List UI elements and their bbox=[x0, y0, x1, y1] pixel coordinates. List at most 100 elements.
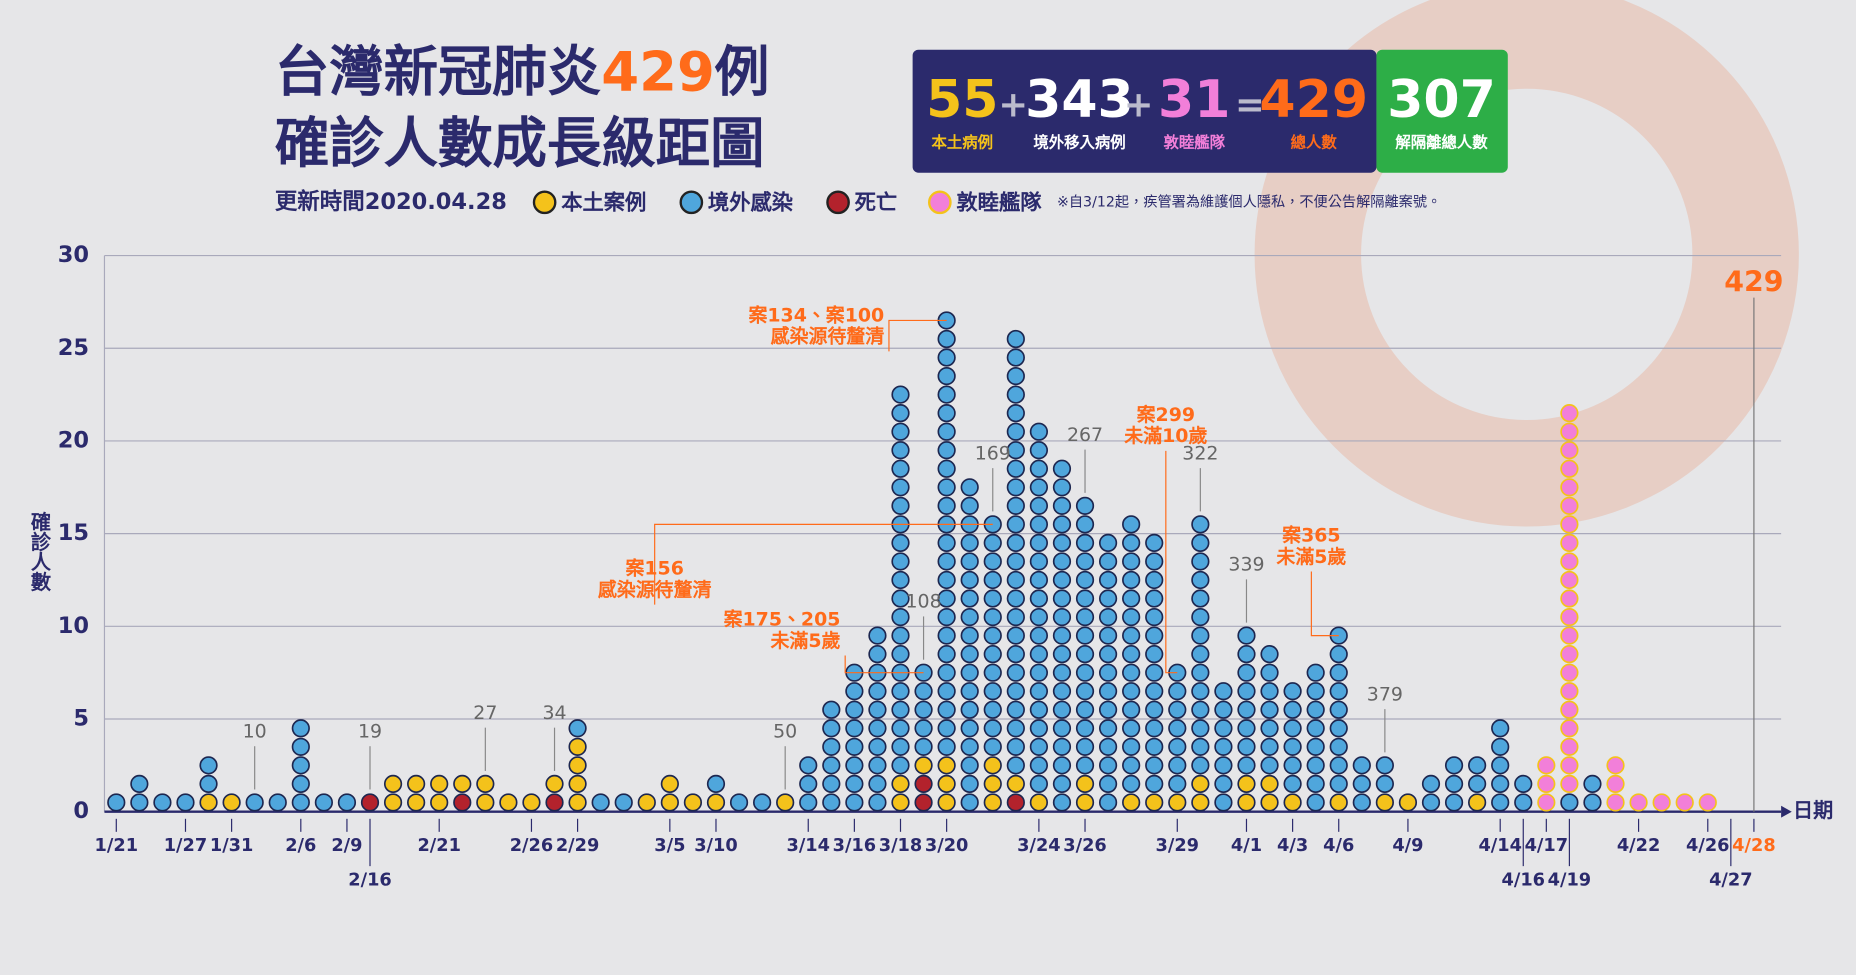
dot-segment bbox=[1168, 793, 1187, 812]
case-dot bbox=[891, 478, 910, 497]
case-dot bbox=[983, 589, 1002, 608]
case-dot bbox=[960, 589, 979, 608]
case-dot bbox=[937, 682, 956, 701]
x-tick-label: 3/18 bbox=[879, 836, 923, 856]
case-dot bbox=[1560, 645, 1579, 664]
case-dot bbox=[407, 793, 426, 812]
case-dot bbox=[1491, 793, 1510, 812]
case-dot bbox=[591, 793, 610, 812]
case-dot bbox=[1191, 756, 1210, 775]
case-dot bbox=[937, 607, 956, 627]
case-dot bbox=[1237, 700, 1256, 719]
dot-segment bbox=[1191, 774, 1210, 812]
dot-segment bbox=[868, 626, 887, 812]
dot-segment bbox=[1421, 774, 1441, 812]
dot-segment bbox=[1329, 793, 1348, 812]
summary-value: 343 bbox=[1025, 70, 1134, 130]
case-dot bbox=[1029, 737, 1049, 756]
case-dot bbox=[891, 682, 910, 701]
dot-segment bbox=[1006, 329, 1025, 775]
y-tick-label: 20 bbox=[58, 427, 89, 453]
case-dot bbox=[660, 774, 679, 794]
case-dot bbox=[1329, 756, 1348, 775]
case-dot bbox=[130, 793, 149, 812]
watermark bbox=[1254, 0, 1799, 527]
case-dot bbox=[1329, 774, 1348, 794]
x-tick-label: 3/26 bbox=[1063, 836, 1107, 856]
case-dot bbox=[983, 756, 1002, 775]
case-dot bbox=[1122, 589, 1141, 608]
case-dot bbox=[337, 793, 357, 812]
x-tick-label: 4/14 bbox=[1478, 836, 1522, 856]
case-dot bbox=[1560, 607, 1579, 627]
case-dot bbox=[568, 774, 587, 794]
case-dot bbox=[1075, 700, 1095, 719]
legend-marker bbox=[532, 190, 557, 215]
case-dot bbox=[1029, 793, 1049, 812]
case-dot bbox=[1006, 478, 1025, 497]
case-dot bbox=[937, 737, 956, 756]
case-dot bbox=[845, 700, 864, 719]
case-dot bbox=[914, 793, 933, 812]
x-tick-label: 4/16 bbox=[1502, 870, 1546, 890]
case-dot bbox=[545, 774, 564, 794]
case-dot bbox=[1006, 607, 1025, 627]
case-dot bbox=[1260, 700, 1279, 719]
cumulative-label: 339 bbox=[1228, 554, 1264, 576]
cumulative-label: 27 bbox=[473, 702, 497, 724]
case-dot bbox=[1052, 533, 1072, 553]
case-dot bbox=[983, 533, 1002, 553]
case-dot bbox=[1122, 570, 1141, 590]
case-dot bbox=[937, 422, 956, 441]
case-dot bbox=[960, 700, 979, 719]
case-dot bbox=[1075, 719, 1095, 738]
case-dot bbox=[960, 570, 979, 590]
case-dot bbox=[799, 793, 818, 812]
case-dot bbox=[1029, 626, 1049, 645]
dot-segment bbox=[1283, 793, 1302, 812]
case-dot bbox=[1168, 700, 1187, 719]
case-dot bbox=[1006, 663, 1025, 682]
case-dot bbox=[1098, 552, 1118, 571]
note-text: 未滿10歲 bbox=[1124, 424, 1207, 447]
dot-segment bbox=[1306, 663, 1325, 812]
case-dot bbox=[1168, 719, 1187, 738]
case-dot bbox=[1237, 793, 1256, 812]
case-dot bbox=[1006, 329, 1025, 349]
note-text: 感染源待釐清 bbox=[771, 325, 885, 348]
x-tick-label: 4/28 bbox=[1732, 836, 1776, 856]
case-dot bbox=[1675, 793, 1694, 812]
case-dot bbox=[960, 645, 979, 664]
case-dot bbox=[706, 793, 726, 812]
case-dot bbox=[1329, 737, 1348, 756]
case-dot bbox=[614, 793, 633, 812]
dot-segment bbox=[568, 737, 587, 812]
dot-segment bbox=[891, 385, 910, 775]
dot-segment bbox=[729, 793, 749, 812]
case-dot bbox=[1560, 533, 1579, 553]
case-dot bbox=[1098, 607, 1118, 627]
x-tick-label: 1/21 bbox=[95, 836, 139, 856]
case-dot bbox=[1468, 756, 1487, 775]
case-dot bbox=[1006, 682, 1025, 701]
case-dot bbox=[1444, 793, 1464, 812]
summary-label: 敦睦艦隊 bbox=[1163, 133, 1225, 152]
case-dot bbox=[891, 589, 910, 608]
case-dot bbox=[1029, 589, 1049, 608]
dot-segment bbox=[1652, 793, 1671, 812]
y-tick-label: 5 bbox=[73, 706, 89, 732]
case-dot bbox=[1237, 682, 1256, 701]
case-dot bbox=[1145, 533, 1164, 553]
case-dot bbox=[1698, 793, 1717, 812]
case-dot bbox=[1237, 645, 1256, 664]
case-dot bbox=[1191, 533, 1210, 553]
case-dot bbox=[891, 459, 910, 478]
case-dot bbox=[1145, 589, 1164, 608]
case-dot bbox=[845, 682, 864, 701]
note-text: 案365 bbox=[1282, 524, 1340, 547]
case-dot bbox=[1329, 793, 1348, 812]
dot-segment bbox=[1029, 422, 1049, 794]
legend-label: 本土案例 bbox=[561, 190, 646, 216]
case-dot bbox=[1145, 552, 1164, 571]
case-dot bbox=[1052, 645, 1072, 664]
